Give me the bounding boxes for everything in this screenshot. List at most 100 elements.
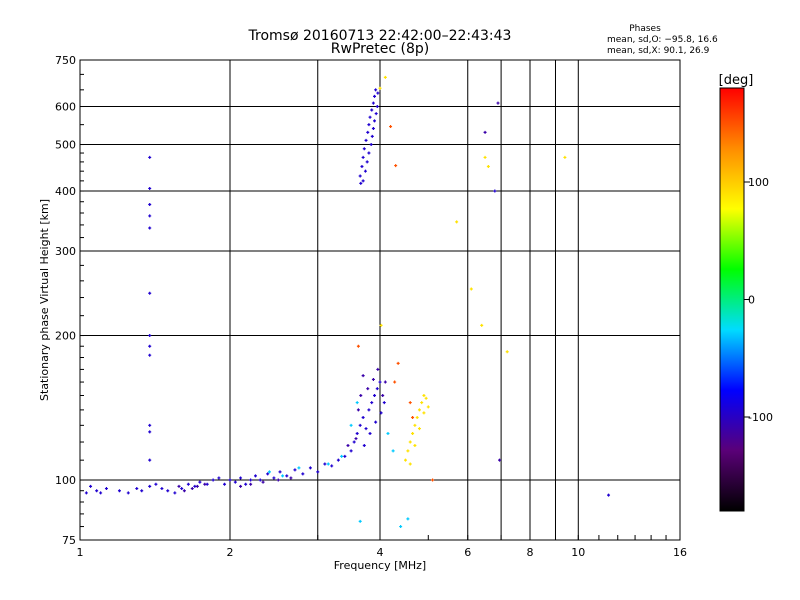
data-point	[408, 401, 412, 405]
data-point	[480, 323, 484, 327]
data-point	[417, 408, 421, 412]
data-point	[177, 484, 181, 488]
data-point	[330, 464, 334, 468]
data-point	[406, 517, 410, 521]
data-point	[148, 202, 152, 206]
data-point	[483, 155, 487, 159]
data-point	[496, 101, 500, 105]
data-point	[359, 394, 363, 398]
data-point	[367, 123, 371, 127]
x-axis-label: Frequency [MHz]	[334, 559, 426, 572]
data-point	[469, 287, 473, 291]
chart-subtitle: RwPretec (8p)	[331, 41, 429, 57]
data-points	[84, 75, 611, 529]
data-point	[326, 462, 330, 466]
data-point	[148, 334, 152, 338]
data-point	[352, 440, 356, 444]
data-point	[323, 462, 327, 466]
data-point	[293, 468, 297, 472]
data-point	[364, 138, 368, 142]
data-point	[195, 484, 199, 488]
data-point	[413, 444, 417, 448]
data-point	[99, 491, 103, 495]
data-point	[411, 432, 415, 436]
data-point	[374, 112, 378, 116]
data-point	[563, 155, 567, 159]
data-point	[396, 361, 400, 365]
data-point	[278, 470, 282, 474]
data-point	[375, 105, 379, 109]
x-tick-label: 6	[464, 546, 471, 559]
y-axis-label: Stationary phase Virtual Height [km]	[38, 199, 51, 401]
legend-line-o: mean, sd,O: −95.8, 16.6	[607, 35, 718, 45]
data-point	[393, 380, 397, 384]
data-point	[148, 291, 152, 295]
data-point	[370, 108, 374, 112]
data-point	[354, 437, 358, 441]
data-point	[424, 396, 428, 400]
data-point	[104, 487, 108, 491]
data-point	[289, 476, 293, 480]
data-point	[148, 155, 152, 159]
data-point	[253, 474, 257, 478]
data-point	[413, 423, 417, 427]
colorbar-label: [deg]	[719, 73, 754, 88]
colorbar-tick-label: 100	[748, 176, 769, 189]
data-point	[378, 380, 382, 384]
data-point	[126, 491, 130, 495]
y-tick-label: 500	[55, 139, 76, 152]
data-point	[417, 427, 421, 431]
data-point	[182, 489, 186, 493]
data-point	[361, 155, 365, 159]
data-point	[607, 493, 611, 497]
data-point	[173, 491, 177, 495]
data-point	[249, 478, 253, 482]
data-point	[261, 480, 265, 484]
data-point	[340, 454, 344, 458]
data-point	[406, 449, 410, 453]
data-point	[272, 476, 276, 480]
data-point	[180, 487, 184, 491]
y-tick-label: 400	[55, 185, 76, 198]
data-point	[186, 482, 190, 486]
legend-title: Phases	[629, 24, 661, 34]
data-point	[366, 387, 370, 391]
data-point	[365, 160, 369, 164]
data-point	[160, 487, 164, 491]
data-point	[89, 484, 93, 488]
data-point	[190, 487, 194, 491]
data-point	[148, 226, 152, 230]
data-point	[301, 472, 305, 476]
data-point	[355, 401, 359, 405]
data-point	[211, 478, 215, 482]
data-point	[135, 487, 139, 491]
data-point	[371, 377, 375, 381]
data-point	[483, 130, 487, 134]
data-point	[364, 427, 368, 431]
data-point	[148, 484, 152, 488]
data-point	[285, 474, 289, 478]
data-point	[358, 423, 362, 427]
data-point	[374, 88, 378, 92]
data-point	[308, 466, 312, 470]
data-point	[336, 458, 340, 462]
data-point	[381, 394, 385, 398]
data-point	[148, 353, 152, 357]
data-point	[366, 130, 370, 134]
data-point	[217, 476, 221, 480]
data-point	[228, 478, 232, 482]
data-point	[148, 430, 152, 434]
data-point	[349, 449, 353, 453]
data-point	[363, 169, 367, 173]
data-point	[362, 444, 366, 448]
data-point	[375, 387, 379, 391]
data-point	[239, 484, 243, 488]
data-point	[422, 411, 426, 415]
data-point	[391, 449, 395, 453]
data-point	[281, 474, 285, 478]
data-point	[267, 470, 271, 474]
data-point	[376, 91, 380, 95]
data-point	[367, 408, 371, 412]
x-tick-label: 10	[571, 546, 585, 559]
